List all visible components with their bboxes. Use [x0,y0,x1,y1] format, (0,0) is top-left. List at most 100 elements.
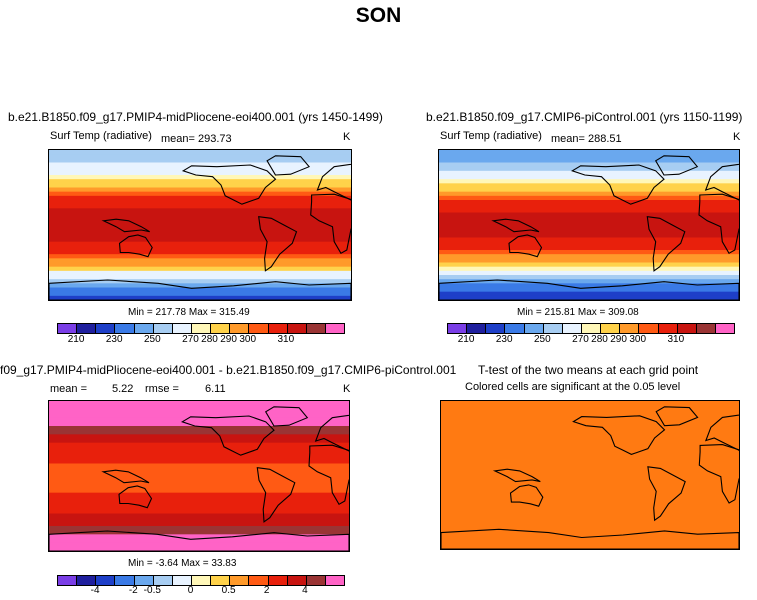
temp-band [439,225,739,230]
colorbar-swatch [306,324,326,333]
colorbar-tick-label: 230 [495,334,513,345]
temp-band [439,195,739,201]
continent-greenland [266,155,311,176]
colorbar-swatch [153,576,173,585]
temp-band [49,275,351,280]
diff-band [49,442,349,448]
temp-band [439,204,739,209]
colorbar-tick-label: 4 [302,585,308,596]
temp-band [49,245,351,251]
colorbar-swatch [134,324,154,333]
colorbar-swatch [153,324,173,333]
panel1-minmax: Min = 217.78 Max = 315.49 [128,307,250,318]
colorbar-swatch [211,324,231,333]
colorbar-swatch [230,576,250,585]
colorbar-tick-label: -4 [90,585,100,596]
temp-band [439,254,739,259]
temp-band [49,254,351,259]
diff-band [49,471,349,477]
temp-band [49,283,351,289]
temp-band [49,262,351,268]
panel3-mean-value: 5.22 [112,383,134,395]
colorbar-tick-label: 0 [187,585,194,596]
diff-band [49,413,349,419]
panel3-map [48,400,350,552]
panel3-minmax: Min = -3.64 Max = 33.83 [128,558,237,569]
continent-africa [698,444,739,504]
colorbar-swatch [325,576,345,585]
temp-band [49,237,351,243]
panel2-variable: Surf Temp (radiative) [440,130,542,142]
colorbar-swatch [77,576,97,585]
temp-band [439,212,739,218]
continent-australia [509,484,544,507]
panel2-mean: mean= 288.51 [551,133,622,145]
panel2-map [438,149,740,301]
panel3-colorbar [57,575,345,586]
temp-band [49,295,351,300]
diff-band [49,446,349,452]
panel1-colorbar-ticks: 210 230 250 270 280 290 300 310 [57,334,343,348]
panel3-colorbar-ticks: -4 -2 -0.5 0 0.5 2 4 [57,585,343,599]
panel1-variable: Surf Temp (radiative) [50,130,152,142]
diff-band [49,480,349,485]
season-title: SON [355,4,402,27]
temp-band [49,183,351,189]
colorbar-tick-label: 280 [201,334,218,345]
colorbar-swatch [172,324,192,333]
colorbar-swatch [96,324,116,333]
continent-north-america [570,164,665,205]
colorbar-swatch [230,324,250,333]
colorbar-swatch [543,324,563,333]
continent-australia [508,234,543,258]
colorbar-tick-label: 270 [182,334,199,345]
continent-maritime [101,218,150,233]
continent-antarctica [439,279,739,300]
colorbar-swatch [581,324,602,333]
panel3-mean-label: mean = [50,383,87,395]
diff-band [49,409,349,415]
temp-band [49,279,351,284]
temp-band [439,266,739,272]
temp-band [439,295,739,300]
temp-band [439,262,739,268]
diff-band [49,426,349,431]
colorbar-tick-label: 2 [263,585,270,596]
panel1-mean: mean= 293.73 [161,133,232,145]
colorbar-swatch [211,576,231,585]
temp-band [49,166,351,172]
colorbar-swatch [191,576,212,585]
temp-band [49,179,351,184]
temp-band [439,241,739,247]
temp-band [49,154,351,159]
colorbar-swatch [696,324,716,333]
temp-band [49,229,351,234]
temp-band [439,237,739,243]
colorbar-tick-label: 290 [610,334,627,345]
colorbar-tick-label: -2 [128,585,138,596]
diff-band [49,505,349,510]
colorbar-tick-label: 210 [457,334,475,345]
colorbar-swatch [58,324,78,333]
colorbar-swatch [505,324,525,333]
temp-band [49,241,351,247]
continent-greenland [654,155,699,176]
temp-band [49,191,351,197]
continent-north-america [181,164,277,205]
temp-band [439,291,739,297]
diff-band [49,513,349,519]
temp-band [439,208,739,214]
temp-band [439,175,739,180]
diff-band [49,421,349,427]
temp-band [439,279,739,284]
colorbar-swatch [306,576,326,585]
panel1-units: K [343,131,351,143]
diff-band [49,417,349,423]
temp-band [49,208,351,214]
diff-band [49,546,349,551]
diff-band [49,467,349,473]
temp-band [439,258,739,264]
colorbar-swatch [172,576,192,585]
colorbar-swatch [115,576,135,585]
diff-band [49,463,349,469]
